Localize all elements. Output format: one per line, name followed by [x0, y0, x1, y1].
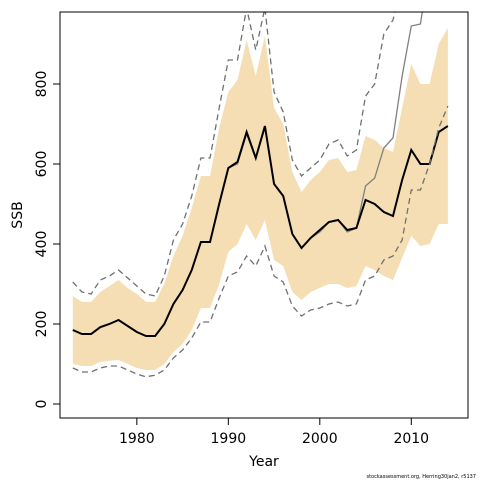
y-tick-label: 600: [34, 151, 50, 178]
y-tick-label: 400: [34, 231, 50, 258]
y-tick-label: 200: [34, 311, 50, 338]
footnote: stockassessment.org, Herring30jan2, r513…: [366, 474, 476, 480]
plot-area: [72, 12, 449, 378]
x-tick-label: 2010: [393, 431, 429, 447]
y-tick-label: 0: [34, 400, 50, 409]
ci-line: [72, 105, 449, 378]
y-tick-label: 800: [34, 71, 50, 98]
y-axis-title: SSB: [10, 201, 26, 228]
estimate-line: [72, 125, 449, 337]
x-axis-title: Year: [248, 454, 279, 470]
x-tick-label: 1980: [119, 431, 155, 447]
confidence-band: [72, 28, 448, 370]
x-tick-label: 1990: [211, 431, 247, 447]
ci-line: [72, 12, 396, 297]
x-tick-label: 2000: [302, 431, 338, 447]
